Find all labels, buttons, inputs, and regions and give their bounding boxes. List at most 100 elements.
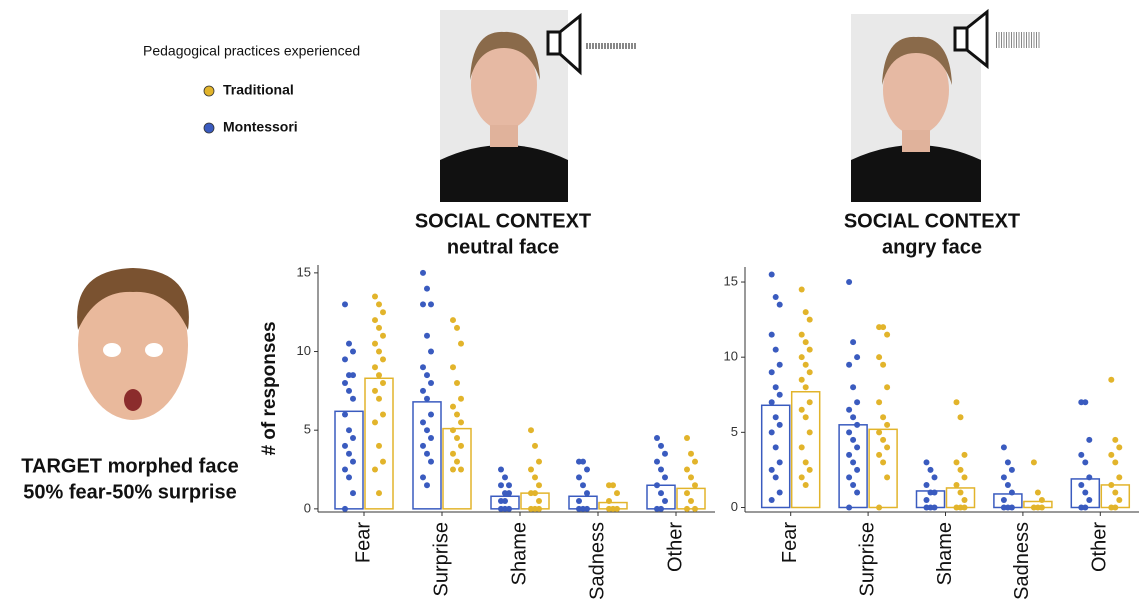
data-point <box>1112 489 1118 495</box>
data-point <box>458 419 464 425</box>
data-point <box>376 349 382 355</box>
data-point <box>803 414 809 420</box>
data-point <box>1116 474 1122 480</box>
data-point <box>454 435 460 441</box>
data-point <box>346 474 352 480</box>
x-tick-label: Fear <box>779 522 801 563</box>
data-point <box>684 506 690 512</box>
data-point <box>850 414 856 420</box>
data-point <box>662 474 668 480</box>
target-label: TARGET morphed face <box>21 455 238 477</box>
data-point <box>458 396 464 402</box>
target-label: 50% fear-50% surprise <box>23 481 236 503</box>
data-point <box>428 411 434 417</box>
data-point <box>372 364 378 370</box>
data-point <box>928 467 934 473</box>
data-point <box>536 498 542 504</box>
data-point <box>342 443 348 449</box>
data-point <box>846 362 852 368</box>
data-point <box>876 429 882 435</box>
data-point <box>1078 482 1084 488</box>
data-point <box>372 317 378 323</box>
data-point <box>658 443 664 449</box>
data-point <box>932 504 938 510</box>
data-point <box>846 452 852 458</box>
data-point <box>584 467 590 473</box>
data-point <box>528 427 534 433</box>
data-point <box>924 459 930 465</box>
data-point <box>1078 452 1084 458</box>
data-point <box>1108 377 1114 383</box>
data-point <box>924 504 930 510</box>
data-point <box>876 504 882 510</box>
data-point <box>854 444 860 450</box>
data-point <box>769 429 775 435</box>
target-face-photo <box>77 268 189 420</box>
data-point <box>420 270 426 276</box>
data-point <box>846 504 852 510</box>
data-point <box>450 404 456 410</box>
data-point <box>876 354 882 360</box>
data-point <box>777 489 783 495</box>
bar <box>762 405 790 507</box>
data-point <box>658 506 664 512</box>
data-point <box>372 388 378 394</box>
data-point <box>692 459 698 465</box>
y-tick-label: 0 <box>731 499 738 514</box>
y-tick-label: 5 <box>304 422 311 437</box>
data-point <box>684 490 690 496</box>
data-point <box>420 364 426 370</box>
data-point <box>350 459 356 465</box>
data-point <box>846 429 852 435</box>
data-point <box>424 333 430 339</box>
data-point <box>854 354 860 360</box>
data-point <box>773 347 779 353</box>
x-tick-label: Sadness <box>586 522 608 600</box>
bar <box>647 485 675 509</box>
data-point <box>1112 437 1118 443</box>
x-tick-label: Other <box>1089 522 1111 572</box>
data-point <box>777 362 783 368</box>
data-point <box>1039 504 1045 510</box>
chart-title: SOCIAL CONTEXT <box>415 210 591 232</box>
data-point <box>1009 489 1015 495</box>
data-point <box>428 459 434 465</box>
data-point <box>662 451 668 457</box>
data-point <box>924 497 930 503</box>
data-point <box>614 506 620 512</box>
data-point <box>880 437 886 443</box>
data-point <box>1086 437 1092 443</box>
data-point <box>803 384 809 390</box>
data-point <box>372 467 378 473</box>
data-point <box>854 489 860 495</box>
data-point <box>1086 474 1092 480</box>
data-point <box>799 287 805 293</box>
data-point <box>654 459 660 465</box>
data-point <box>580 459 586 465</box>
data-point <box>532 490 538 496</box>
data-point <box>799 474 805 480</box>
data-point <box>342 301 348 307</box>
data-point <box>380 411 386 417</box>
data-point <box>380 356 386 362</box>
data-point <box>506 482 512 488</box>
data-point <box>654 435 660 441</box>
data-point <box>1039 497 1045 503</box>
data-point <box>428 301 434 307</box>
data-point <box>850 339 856 345</box>
data-point <box>346 341 352 347</box>
data-point <box>658 467 664 473</box>
data-point <box>799 354 805 360</box>
data-point <box>584 490 590 496</box>
data-point <box>450 451 456 457</box>
data-point <box>502 474 508 480</box>
data-point <box>498 467 504 473</box>
data-point <box>1082 489 1088 495</box>
y-tick-label: 15 <box>297 264 311 279</box>
data-point <box>1082 459 1088 465</box>
data-point <box>614 490 620 496</box>
data-point <box>606 506 612 512</box>
data-point <box>454 411 460 417</box>
data-point <box>450 364 456 370</box>
data-point <box>380 459 386 465</box>
